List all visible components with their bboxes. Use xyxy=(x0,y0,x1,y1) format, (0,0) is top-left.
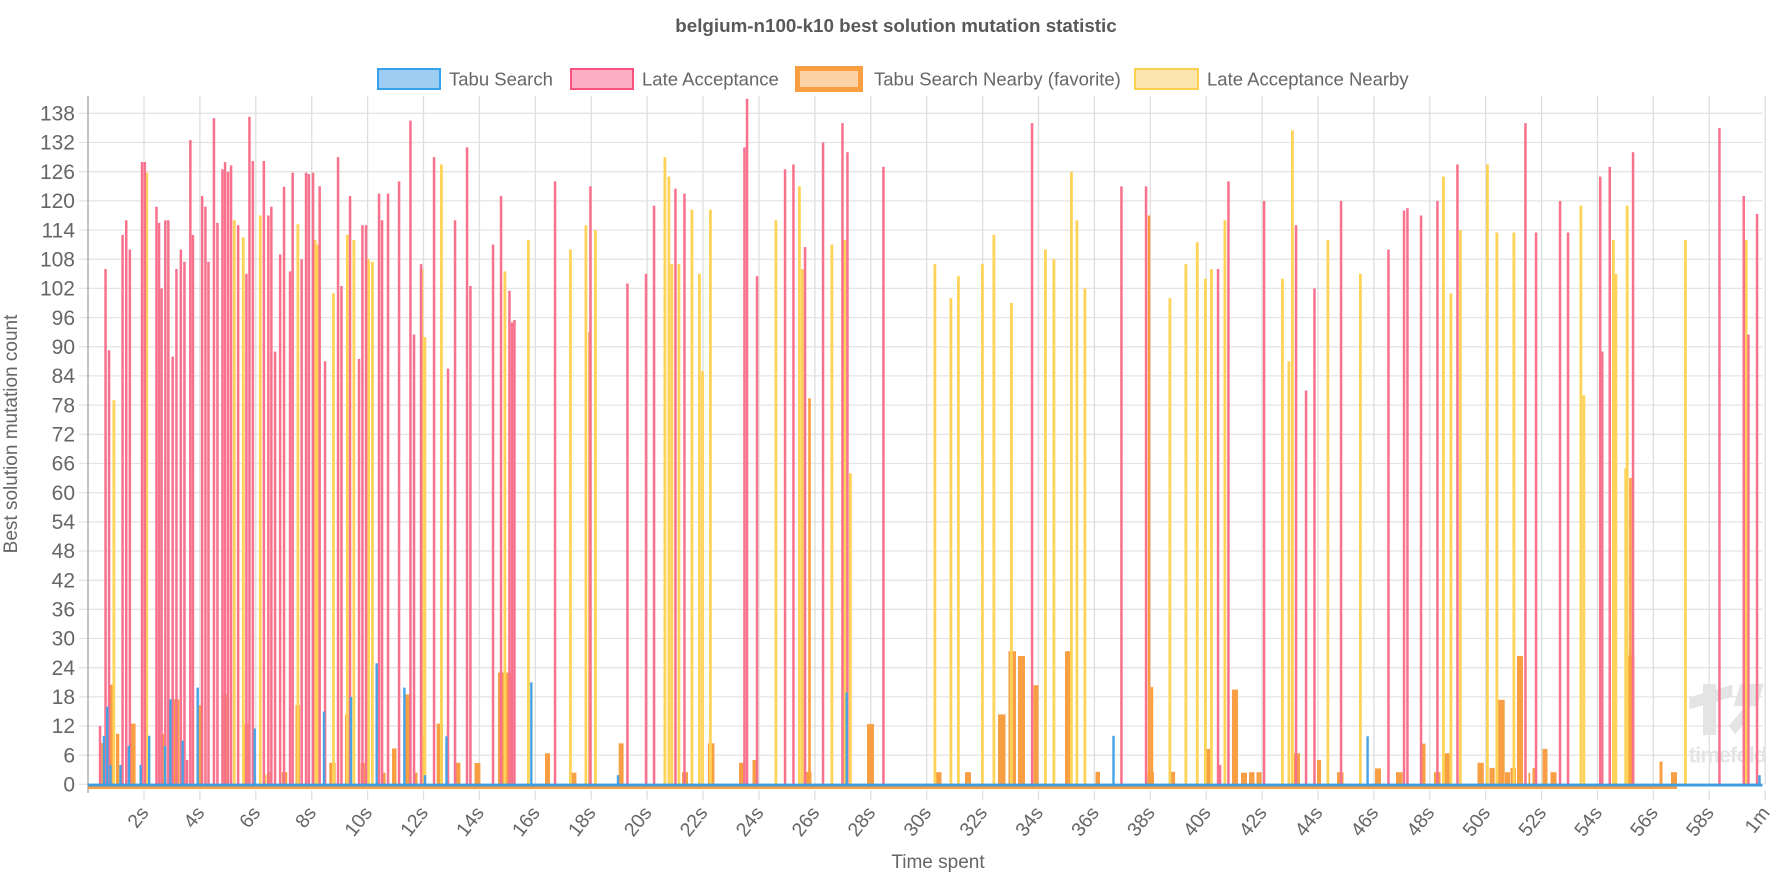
svg-text:belgium-n100-k10 best solution: belgium-n100-k10 best solution mutation … xyxy=(675,15,1116,36)
svg-text:Tabu Search: Tabu Search xyxy=(449,69,553,90)
svg-text:72: 72 xyxy=(52,424,75,447)
svg-text:138: 138 xyxy=(40,103,75,126)
svg-text:120: 120 xyxy=(40,190,75,213)
svg-text:102: 102 xyxy=(40,278,75,301)
svg-text:90: 90 xyxy=(52,336,75,359)
svg-text:54: 54 xyxy=(52,511,76,534)
svg-text:66: 66 xyxy=(52,453,75,476)
svg-text:12: 12 xyxy=(52,715,75,738)
svg-text:42: 42 xyxy=(52,569,75,592)
svg-text:84: 84 xyxy=(52,365,76,388)
svg-text:24: 24 xyxy=(52,657,76,680)
svg-text:Time spent: Time spent xyxy=(891,852,985,873)
svg-text:Late Acceptance Nearby: Late Acceptance Nearby xyxy=(1207,69,1409,90)
svg-text:78: 78 xyxy=(52,394,75,417)
svg-text:30: 30 xyxy=(52,628,75,651)
svg-text:36: 36 xyxy=(52,599,75,622)
svg-text:126: 126 xyxy=(40,161,75,184)
svg-text:48: 48 xyxy=(52,540,75,563)
svg-text:96: 96 xyxy=(52,307,75,330)
svg-text:Tabu Search Nearby (favorite): Tabu Search Nearby (favorite) xyxy=(874,69,1121,90)
svg-text:6: 6 xyxy=(63,744,75,767)
svg-text:0: 0 xyxy=(63,774,75,797)
svg-text:132: 132 xyxy=(40,132,75,155)
svg-text:60: 60 xyxy=(52,482,75,505)
svg-text:Late Acceptance: Late Acceptance xyxy=(642,69,779,90)
svg-text:18: 18 xyxy=(52,686,75,709)
svg-text:Best solution mutation count: Best solution mutation count xyxy=(1,314,22,553)
svg-text:timefold: timefold xyxy=(1689,743,1767,768)
svg-text:114: 114 xyxy=(42,219,76,242)
svg-text:108: 108 xyxy=(40,248,75,271)
